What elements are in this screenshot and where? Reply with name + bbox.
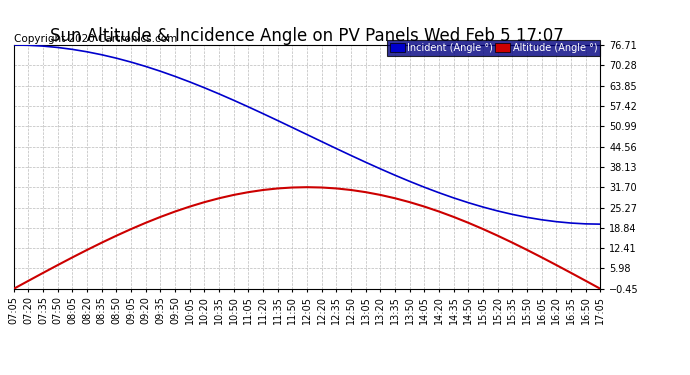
- Legend: Incident (Angle °), Altitude (Angle °): Incident (Angle °), Altitude (Angle °): [387, 40, 600, 56]
- Title: Sun Altitude & Incidence Angle on PV Panels Wed Feb 5 17:07: Sun Altitude & Incidence Angle on PV Pan…: [50, 27, 564, 45]
- Text: Copyright 2020 Cartronics.com: Copyright 2020 Cartronics.com: [14, 34, 177, 44]
